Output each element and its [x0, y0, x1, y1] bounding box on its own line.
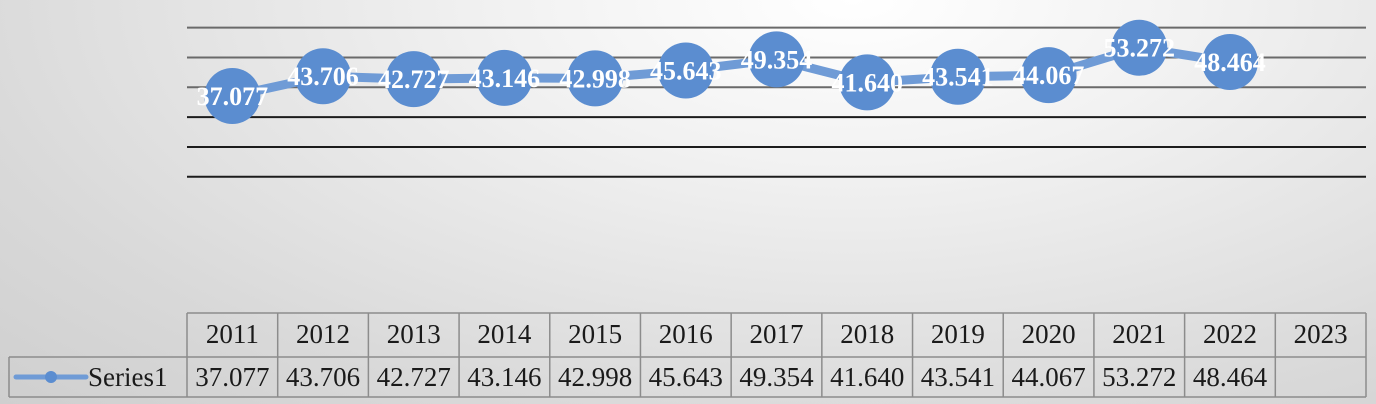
table-value: 43.541: [921, 362, 995, 392]
data-point: [1020, 47, 1077, 104]
data-label: 37.077: [197, 82, 269, 111]
table-value: 45.643: [649, 362, 723, 392]
x-tick-label: 2023: [1294, 319, 1348, 349]
data-point: [204, 68, 261, 125]
data-label: 48.464: [1194, 48, 1266, 77]
data-label: 44.067: [1013, 61, 1085, 90]
x-tick-label: 2020: [1022, 319, 1076, 349]
data-point: [1201, 34, 1258, 91]
data-point: [295, 48, 352, 105]
x-tick-label: 2013: [387, 319, 441, 349]
x-tick-label: 2012: [296, 319, 350, 349]
data-point: [1111, 19, 1168, 76]
data-label: 49.354: [741, 45, 813, 74]
data-point: [839, 54, 896, 111]
table-value: 42.727: [377, 362, 451, 392]
data-point: [657, 42, 714, 99]
table-value: 53.272: [1102, 362, 1176, 392]
table-value: 48.464: [1193, 362, 1268, 392]
legend-series-name: Series1: [88, 362, 167, 392]
data-label: 41.640: [831, 68, 903, 97]
data-label: 43.541: [922, 63, 994, 92]
x-tick-label: 2018: [840, 319, 894, 349]
table-value: 37.077: [195, 362, 269, 392]
table-value: 49.354: [739, 362, 814, 392]
data-point: [929, 48, 986, 105]
x-tick-label: 2015: [568, 319, 622, 349]
table-value: 44.067: [1011, 362, 1085, 392]
data-point: [385, 51, 442, 108]
table-value: 42.998: [558, 362, 632, 392]
data-point: [748, 31, 805, 88]
data-label: 43.146: [469, 64, 541, 93]
data-label: 42.727: [378, 65, 450, 94]
data-label: 42.998: [559, 64, 631, 93]
data-point: [567, 50, 624, 107]
data-label: 43.706: [287, 62, 359, 91]
x-tick-label: 2021: [1112, 319, 1166, 349]
data-point: [476, 49, 533, 106]
x-tick-label: 2014: [477, 319, 532, 349]
x-tick-label: 2017: [750, 319, 804, 349]
table-value: 43.146: [467, 362, 541, 392]
data-label: 53.272: [1104, 34, 1176, 63]
legend-marker: [45, 371, 57, 383]
data-label: 45.643: [650, 56, 722, 85]
table-value: 41.640: [830, 362, 904, 392]
x-tick-label: 2011: [206, 319, 259, 349]
table-value: 43.706: [286, 362, 360, 392]
x-tick-label: 2022: [1203, 319, 1257, 349]
x-tick-label: 2016: [659, 319, 713, 349]
x-tick-label: 2019: [931, 319, 985, 349]
